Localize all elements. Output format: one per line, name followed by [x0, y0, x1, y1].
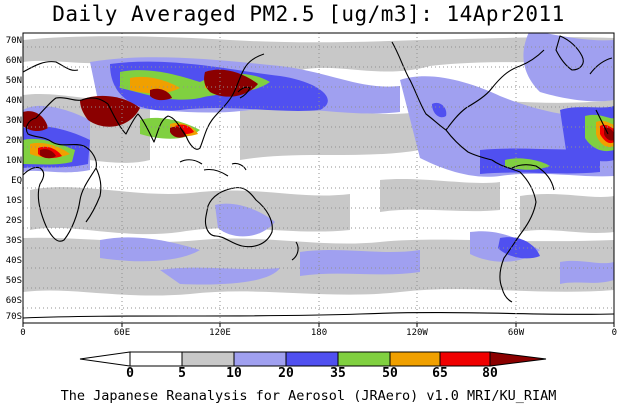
lat-label-20s: 20S: [5, 216, 22, 226]
lat-label-70s: 70S: [5, 312, 22, 322]
lat-label-70n: 70N: [5, 36, 22, 46]
colorbar-bin-50: [337, 351, 391, 367]
colorbar-label-65: 65: [432, 366, 448, 381]
dark-red-fields: [23, 69, 614, 159]
colorbar-label-5: 5: [178, 366, 186, 381]
grid-lines: [23, 33, 614, 323]
colorbar-label-10: 10: [226, 366, 242, 381]
lat-label-60n: 60N: [5, 56, 22, 66]
lat-label-30s: 30S: [5, 236, 22, 246]
colorbar-label-50: 50: [382, 366, 398, 381]
colorbar-bin-80: [439, 351, 491, 367]
colorbar-bin-65: [389, 351, 441, 367]
lon-label-0-right: 0: [611, 328, 617, 338]
lat-label-50s: 50S: [5, 276, 22, 286]
colorbar-low-triangle: [79, 351, 131, 367]
colorbar-bin-20: [233, 351, 287, 367]
lat-label-30n: 30N: [5, 116, 22, 126]
colorbar-label-0: 0: [126, 366, 134, 381]
lat-label-60s: 60S: [5, 296, 22, 306]
lon-label-180: 180: [310, 328, 328, 338]
footer-credit: The Japanese Reanalysis for Aerosol (JRA…: [60, 388, 557, 404]
lat-label-40n: 40N: [5, 96, 22, 106]
colorbar: [79, 351, 547, 367]
lat-label-eq: EQ: [11, 176, 22, 186]
colorbar-bin-5: [129, 351, 183, 367]
lon-label-0-left: 0: [20, 328, 26, 338]
colorbar-label-35: 35: [330, 366, 346, 381]
colorbar-label-80: 80: [482, 366, 498, 381]
lon-label-60w: 60W: [507, 328, 525, 338]
coastlines: [23, 35, 614, 319]
colorbar-label-20: 20: [278, 366, 294, 381]
lat-label-40s: 40S: [5, 256, 22, 266]
lon-label-120e: 120E: [209, 328, 231, 338]
lon-label-60e: 60E: [113, 328, 131, 338]
lat-label-10n: 10N: [5, 156, 22, 166]
colorbar-bin-10: [181, 351, 235, 367]
colorbar-high-triangle: [489, 351, 547, 367]
map-title: Daily Averaged PM2.5 [ug/m3]: 14Apr2011: [52, 2, 565, 26]
lat-label-50n: 50N: [5, 76, 22, 86]
lat-label-20n: 20N: [5, 136, 22, 146]
colorbar-bin-35: [285, 351, 339, 367]
axis-ticks: [22, 323, 615, 327]
lon-label-120w: 120W: [406, 328, 428, 338]
lat-label-10s: 10S: [5, 196, 22, 206]
